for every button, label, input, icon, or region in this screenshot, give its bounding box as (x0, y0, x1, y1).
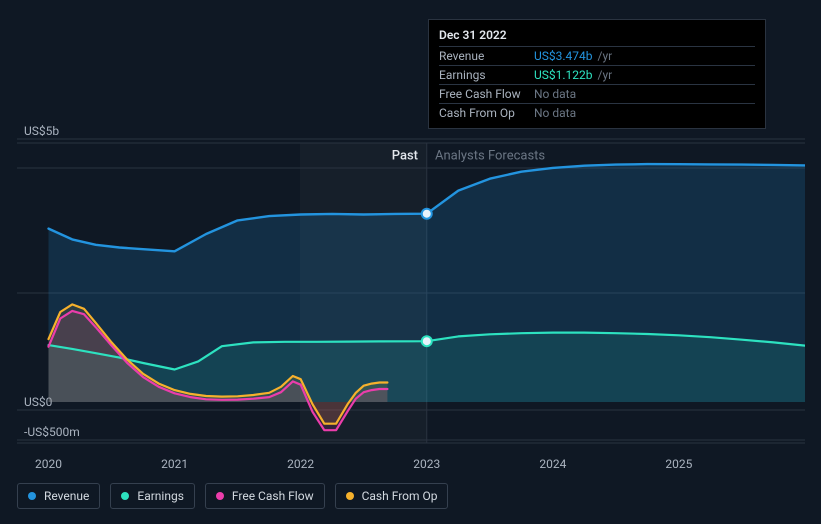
legend-item-label: Cash From Op (362, 489, 438, 503)
y-tick-label: US$0 (24, 395, 52, 409)
legend-item-earnings[interactable]: Earnings (110, 483, 195, 509)
x-tick-label: 2021 (161, 457, 188, 471)
tooltip-row-key: Free Cash Flow (439, 85, 534, 104)
scrub-highlight (300, 143, 427, 443)
forecast-section-label: Analysts Forecasts (435, 149, 545, 164)
legend-item-label: Revenue (44, 489, 89, 503)
tooltip-row-value: No data (534, 85, 755, 104)
tooltip-row-key: Cash From Op (439, 104, 534, 123)
x-tick-label: 2020 (35, 457, 62, 471)
tooltip-row-value: US$3.474b /yr (534, 47, 755, 66)
legend-item-cfo[interactable]: Cash From Op (335, 483, 449, 509)
y-tick-label: US$5b (24, 124, 59, 138)
x-tick-label: 2023 (413, 457, 440, 471)
chart-legend: Revenue Earnings Free Cash Flow Cash From O… (17, 483, 448, 509)
legend-dot-icon (216, 492, 224, 500)
financial-chart: { "chart": { "type": "line-area", "width… (0, 0, 821, 524)
tooltip-row: EarningsUS$1.122b /yr (439, 66, 755, 85)
legend-dot-icon (346, 492, 354, 500)
legend-dot-icon (121, 492, 129, 500)
tooltip-row: Cash From OpNo data (439, 104, 755, 123)
legend-dot-icon (28, 492, 36, 500)
legend-item-label: Earnings (137, 489, 184, 503)
tooltip-row-key: Revenue (439, 47, 534, 66)
legend-item-label: Free Cash Flow (232, 489, 314, 503)
y-tick-label: -US$500m (24, 425, 80, 439)
tooltip-row-value: No data (534, 104, 755, 123)
x-tick-label: 2025 (665, 457, 692, 471)
tooltip-date: Dec 31 2022 (439, 28, 755, 46)
chart-tooltip: Dec 31 2022 RevenueUS$3.474b /yrEarnings… (428, 19, 766, 129)
x-tick-label: 2022 (287, 457, 314, 471)
tooltip-row: Free Cash FlowNo data (439, 85, 755, 104)
tooltip-row: RevenueUS$3.474b /yr (439, 47, 755, 66)
legend-item-fcf[interactable]: Free Cash Flow (205, 483, 325, 509)
legend-item-revenue[interactable]: Revenue (17, 483, 100, 509)
tooltip-row-key: Earnings (439, 66, 534, 85)
tooltip-table: RevenueUS$3.474b /yrEarningsUS$1.122b /y… (439, 46, 755, 122)
past-section-label: Past (392, 149, 418, 164)
tooltip-row-value: US$1.122b /yr (534, 66, 755, 85)
x-tick-label: 2024 (539, 457, 566, 471)
